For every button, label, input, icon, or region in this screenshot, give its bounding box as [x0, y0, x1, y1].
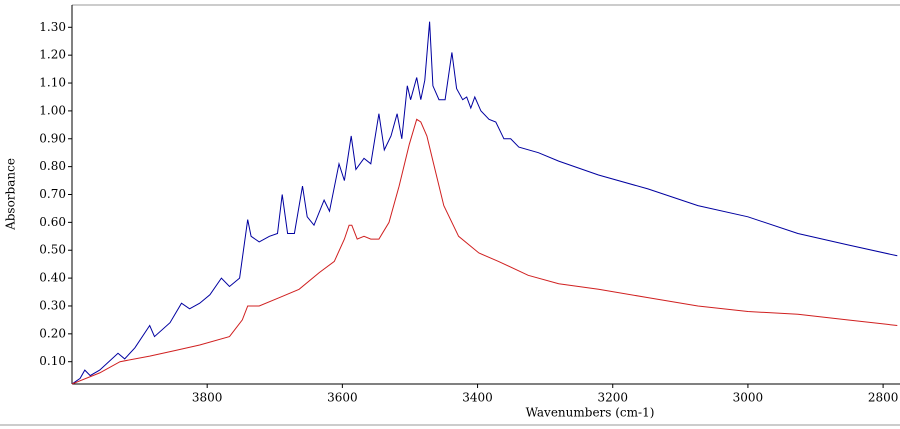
y-tick-label: 1.10	[39, 76, 66, 90]
y-tick-label: 0.30	[39, 298, 66, 312]
y-axis-label: Absorbance	[4, 158, 18, 231]
x-tick-label: 3000	[733, 391, 764, 405]
spectrum-line	[71, 21, 898, 385]
y-tick-label: 1.20	[39, 48, 66, 62]
x-axis-label: Wavenumbers (cm-1)	[526, 406, 655, 420]
y-tick-label: 0.20	[39, 326, 66, 340]
y-tick-label: 1.30	[39, 20, 66, 34]
x-tick-label: 3400	[462, 391, 493, 405]
y-tick-label: 1.00	[39, 103, 66, 117]
y-tick-label: 0.70	[39, 187, 66, 201]
y-tick-label: 0.40	[39, 271, 66, 285]
x-tick-label: 3600	[327, 391, 358, 405]
x-tick-label: 3800	[192, 391, 223, 405]
x-tick-label: 3200	[597, 391, 628, 405]
y-tick-label: 0.90	[39, 131, 66, 145]
x-tick-label: 2800	[868, 391, 899, 405]
spectrum-line	[71, 118, 898, 385]
y-tick-label: 0.50	[39, 243, 66, 257]
y-tick-label: 0.80	[39, 159, 66, 173]
y-tick-label: 0.10	[39, 354, 66, 368]
y-tick-label: 0.60	[39, 215, 66, 229]
